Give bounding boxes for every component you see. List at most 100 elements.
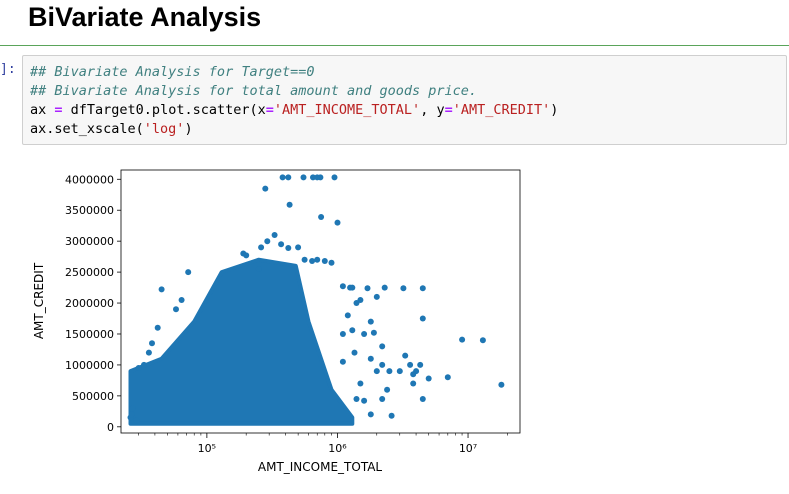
heading-divider [0, 45, 789, 46]
scatter-point [135, 365, 142, 371]
scatter-point [295, 244, 302, 251]
scatter-point [185, 269, 192, 276]
scatter-point [286, 201, 293, 208]
code-string: 'AMT_CREDIT' [452, 102, 551, 118]
scatter-point [364, 285, 371, 292]
scatter-point [310, 174, 316, 181]
code-token: ) [550, 102, 559, 118]
scatter-point [145, 349, 152, 356]
code-operator: = [265, 102, 274, 118]
scatter-point [373, 368, 380, 375]
y-axis-label: AMT_CREDIT [32, 262, 46, 339]
scatter-point [321, 258, 328, 264]
scatter-point [141, 361, 147, 368]
code-token: ax [30, 102, 55, 118]
scatter-point [419, 315, 426, 322]
scatter-point [410, 380, 417, 387]
scatter-point [373, 293, 380, 300]
scatter-plot: 0 500000 1000000 1500000 2000000 2500000 30000… [32, 169, 521, 474]
page-title: BiVariate Analysis [28, 2, 262, 32]
y-tick-label: 2500000 [65, 266, 114, 279]
y-tick-label: 3000000 [65, 235, 114, 248]
scatter-point [314, 256, 321, 263]
scatter-point [301, 256, 308, 263]
scatter-point [328, 259, 335, 266]
code-editor[interactable]: ## Bivariate Analysis for Target==0 ## B… [30, 63, 558, 139]
code-string: 'AMT_INCOME_TOTAL' [273, 102, 421, 118]
code-comment-1: ## Bivariate Analysis for Target==0 [30, 64, 315, 80]
scatter-point [479, 337, 486, 344]
code-cell[interactable]: ## Bivariate Analysis for Target==0 ## B… [22, 55, 787, 145]
scatter-point [386, 368, 393, 375]
x-tick-label: 10⁵ [198, 442, 216, 455]
y-tick-label: 1000000 [65, 359, 114, 372]
scatter-point [417, 361, 424, 368]
scatter-point [388, 412, 395, 419]
scatter-point [285, 174, 292, 181]
x-tick-label: 10⁶ [328, 442, 347, 455]
scatter-point [419, 285, 426, 292]
scatter-point [351, 349, 358, 356]
dense-point-cloud [128, 257, 355, 426]
scatter-point [318, 214, 325, 220]
scatter-point [381, 284, 388, 291]
scatter-point [173, 306, 179, 313]
scatter-point [339, 358, 346, 365]
scatter-point [339, 283, 346, 290]
scatter-point [349, 284, 356, 291]
scatter-point [379, 343, 386, 350]
plot-frame [120, 169, 521, 434]
code-token: , y [420, 102, 445, 118]
scatter-point [317, 174, 324, 181]
scatter-point [379, 396, 386, 402]
scatter-point [129, 405, 136, 412]
scatter-point [158, 286, 165, 293]
scatter-point [344, 312, 351, 319]
y-tick-label: 0 [107, 421, 114, 434]
scatter-point [278, 241, 285, 248]
code-string: 'log' [143, 121, 185, 137]
code-operator: = [54, 102, 63, 118]
scatter-point [334, 219, 341, 226]
scatter-point [285, 245, 292, 251]
scatter-point [400, 285, 407, 292]
plot-axes: 0 500000 1000000 1500000 2000000 2500000 30000… [65, 173, 508, 455]
scatter-point [367, 411, 374, 418]
scatter-point [407, 361, 414, 368]
scatter-point [425, 375, 432, 382]
code-token: dfTarget0.plot.scatter(x [62, 102, 266, 118]
scatter-point [255, 266, 262, 272]
scatter-point [300, 174, 307, 181]
scatter-point [379, 361, 386, 368]
scatter-point [361, 331, 368, 337]
y-tick-label: 4000000 [65, 173, 114, 186]
cell-prompt: ]: [0, 62, 16, 77]
code-comment-2: ## Bivariate Analysis for total amount a… [30, 83, 478, 99]
scatter-point [149, 340, 155, 347]
scatter-point [367, 355, 374, 362]
scatter-point [331, 174, 338, 181]
scatter-point [396, 368, 403, 375]
scatter-point [309, 258, 316, 264]
x-axis-label: AMT_INCOME_TOTAL [258, 460, 383, 474]
plot-marks [127, 174, 505, 426]
scatter-point [459, 336, 466, 343]
scatter-point [262, 185, 269, 192]
scatter-point [133, 417, 140, 424]
scatter-point [353, 300, 360, 306]
scatter-point [361, 397, 368, 404]
scatter-point [264, 238, 271, 245]
scatter-point [384, 386, 391, 393]
scatter-point [498, 381, 505, 388]
scatter-point [349, 327, 356, 334]
y-tick-label: 3500000 [65, 204, 114, 217]
code-token: ax.set_xscale( [30, 121, 144, 137]
scatter-point [419, 396, 426, 402]
scatter-point [243, 252, 250, 259]
scatter-point [357, 380, 364, 387]
scatter-point [271, 232, 278, 238]
scatter-point [258, 244, 265, 251]
scatter-point [410, 371, 417, 378]
scatter-point [367, 318, 374, 325]
